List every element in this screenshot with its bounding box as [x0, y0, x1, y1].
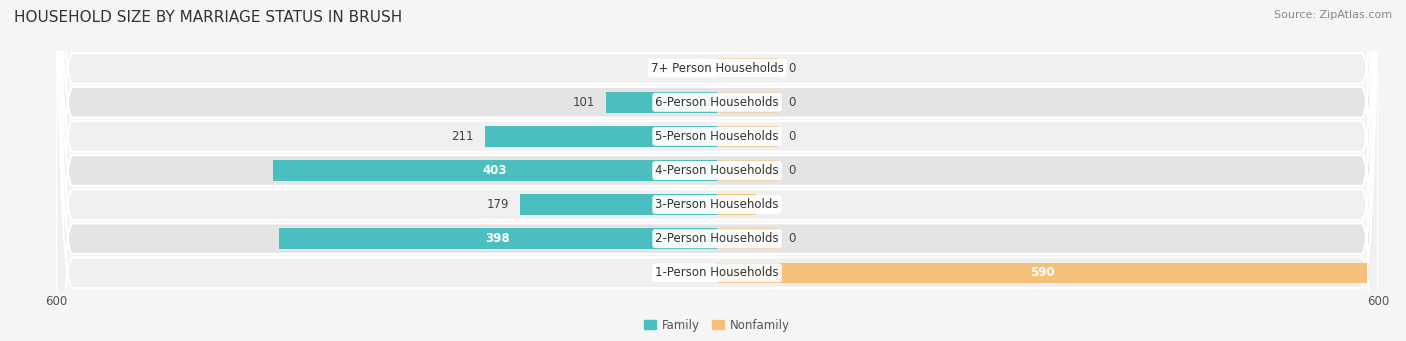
- Bar: [606, 92, 717, 113]
- Text: 179: 179: [486, 198, 509, 211]
- Text: 4-Person Households: 4-Person Households: [655, 164, 779, 177]
- Text: 2-Person Households: 2-Person Households: [655, 232, 779, 245]
- FancyBboxPatch shape: [56, 0, 1378, 341]
- Text: 398: 398: [485, 232, 510, 245]
- FancyBboxPatch shape: [56, 0, 1378, 341]
- Text: Source: ZipAtlas.com: Source: ZipAtlas.com: [1274, 10, 1392, 20]
- Bar: [485, 126, 717, 147]
- Bar: [717, 194, 755, 215]
- Text: 0: 0: [699, 62, 706, 75]
- Text: HOUSEHOLD SIZE BY MARRIAGE STATUS IN BRUSH: HOUSEHOLD SIZE BY MARRIAGE STATUS IN BRU…: [14, 10, 402, 25]
- FancyBboxPatch shape: [56, 0, 1378, 341]
- Bar: [717, 92, 778, 113]
- Text: 0: 0: [789, 130, 796, 143]
- Text: 403: 403: [482, 164, 508, 177]
- Text: 0: 0: [789, 62, 796, 75]
- FancyBboxPatch shape: [56, 0, 1378, 341]
- Bar: [520, 194, 717, 215]
- Text: 0: 0: [789, 164, 796, 177]
- Text: 0: 0: [699, 266, 706, 279]
- Text: 3-Person Households: 3-Person Households: [655, 198, 779, 211]
- Text: 590: 590: [1029, 266, 1054, 279]
- Bar: [717, 58, 778, 78]
- Bar: [717, 228, 778, 249]
- FancyBboxPatch shape: [56, 0, 1378, 341]
- Text: 0: 0: [789, 232, 796, 245]
- FancyBboxPatch shape: [56, 0, 1378, 341]
- Text: 6-Person Households: 6-Person Households: [655, 96, 779, 109]
- Text: 7+ Person Households: 7+ Person Households: [651, 62, 783, 75]
- Bar: [717, 160, 778, 181]
- Text: 35: 35: [766, 198, 782, 211]
- Bar: [717, 126, 778, 147]
- Text: 0: 0: [789, 96, 796, 109]
- Bar: [273, 160, 717, 181]
- Legend: Family, Nonfamily: Family, Nonfamily: [640, 314, 794, 337]
- Text: 101: 101: [572, 96, 595, 109]
- Bar: [717, 263, 1367, 283]
- FancyBboxPatch shape: [56, 0, 1378, 341]
- Bar: [278, 228, 717, 249]
- Text: 1-Person Households: 1-Person Households: [655, 266, 779, 279]
- Text: 5-Person Households: 5-Person Households: [655, 130, 779, 143]
- Text: 211: 211: [451, 130, 474, 143]
